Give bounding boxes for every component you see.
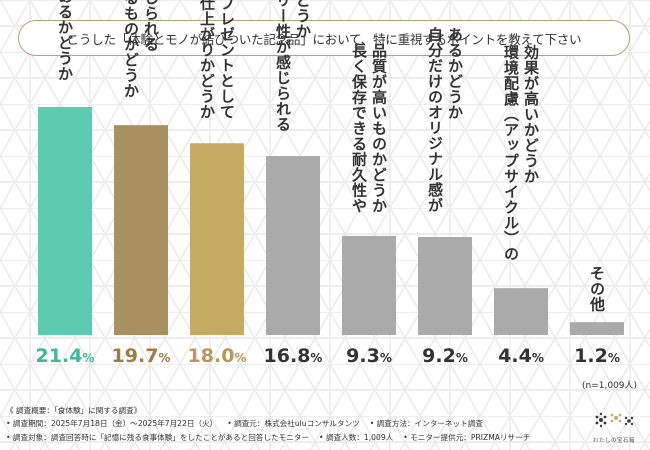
- bar-label-5-2: 品質が高いものかどうか: [370, 43, 388, 214]
- sample-size-note: (n=1,009人): [582, 381, 638, 391]
- footer-count: • 調査人数：1,009人: [319, 432, 394, 442]
- bar-6: [418, 237, 472, 335]
- footer-method: • 調査方法：インターネット調査: [369, 419, 483, 429]
- footer-provider: • モニター提供元：PRIZMAリサーチ: [403, 432, 531, 442]
- value-label-1: 21.4%: [36, 345, 95, 367]
- brand-logo: わたしの宝石箱: [589, 408, 639, 446]
- logo-mark-icon: [595, 412, 634, 428]
- bar-5: [342, 235, 396, 335]
- footer-source: • 調査元：株式会社uluコンサルタンツ: [227, 419, 360, 429]
- value-label-5: 9.3%: [346, 345, 392, 367]
- value-label-8: 1.2%: [574, 345, 620, 367]
- bar-chart: 価格の妥当性があるかどうか 21.4% デザイン性のあるものかどうか職人の技術が感じ…: [36, 0, 624, 367]
- bar-8: [570, 322, 624, 335]
- value-label-6: 9.2%: [422, 345, 468, 367]
- value-label-2: 19.7%: [112, 345, 171, 367]
- bar-label-3-2: 贈り物やプレゼントとして: [218, 0, 236, 119]
- bar-label-4-1: ストーリー性が感じられる: [274, 0, 292, 132]
- bar-2: [114, 125, 168, 335]
- chart-title: こうした「体験とモノが結びついた記念品」において、特に重視するポイントを教えて下…: [18, 20, 630, 56]
- bar-7: [494, 288, 548, 335]
- value-label-7: 4.4%: [498, 345, 544, 367]
- footer-overview: 《 調査概要：「食体験」に関する調査》: [6, 406, 142, 415]
- value-label-3: 18.0%: [188, 345, 247, 367]
- survey-overview: 《 調査概要：「食体験」に関する調査》 • 調査期間：2025年7月18日（金）…: [6, 404, 581, 444]
- bar-3: [190, 143, 244, 335]
- bar-4: [266, 156, 320, 335]
- bar-label-6-1: 自分だけのオリジナル感が: [426, 26, 444, 213]
- bar-label-3-1: 喜ばれる仕上がりかどうか: [198, 0, 216, 119]
- bar-label-7-2: 効果が高いかどうか: [522, 43, 540, 183]
- logo-text: わたしの宝石箱: [592, 438, 635, 444]
- value-label-4: 16.8%: [264, 345, 323, 367]
- bar-label-6-2: あるかどうか: [446, 27, 464, 120]
- bar-1: [38, 107, 92, 335]
- footer-target: • 調査対象：調査回答時に「記憶に残る食事体験」をしたことがあると回答したモニタ…: [6, 432, 310, 442]
- bar-label-2-2: 職人の技術が感じられる: [142, 0, 160, 52]
- bar-label-2-1: デザイン性のあるものかどうか: [122, 0, 140, 98]
- bar-label-7-1: 環境配慮（アップサイクル）の: [502, 44, 520, 261]
- bar-label-4-2: ものかどうか: [294, 0, 312, 39]
- bar-label-8-1: その他: [588, 265, 606, 312]
- bar-label-5-1: 長く保存できる耐久性や: [350, 43, 368, 214]
- bar-label-1-1: 価格の妥当性があるかどうか: [56, 0, 74, 82]
- footer-period: • 調査期間：2025年7月18日（金）〜2025年7月22日（火）: [6, 419, 218, 429]
